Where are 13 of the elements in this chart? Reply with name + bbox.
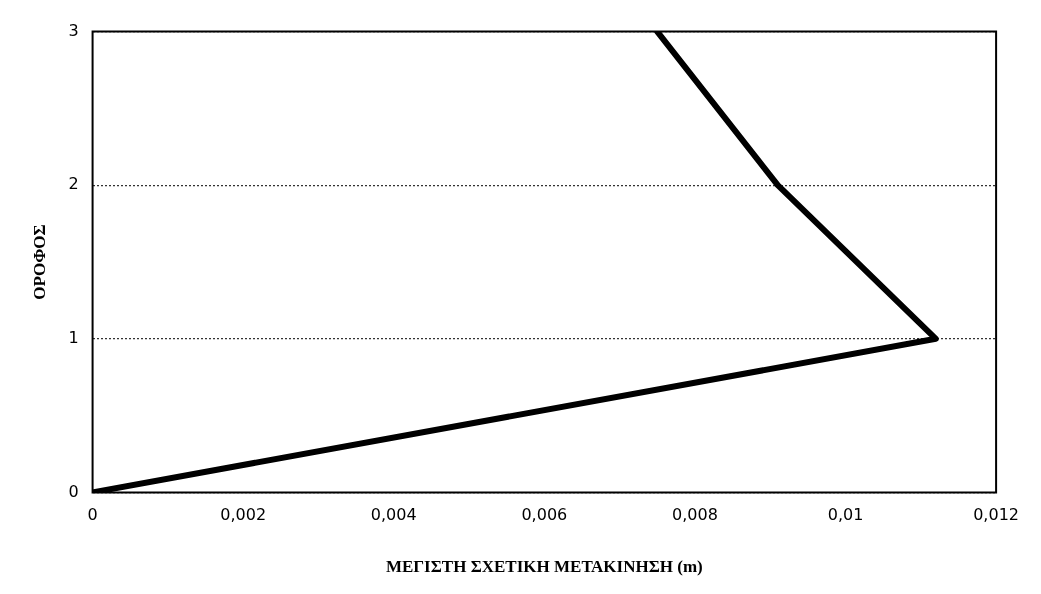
x-axis-title: ΜΕΓΙΣΤΗ ΣΧΕΤΙΚΗ ΜΕΤΑΚΙΝΗΣΗ (m) xyxy=(385,557,703,577)
x-tick-label: 0 xyxy=(87,505,98,525)
x-tick-label: 0,01 xyxy=(827,505,864,525)
x-tick-label: 0,008 xyxy=(672,505,718,525)
y-tick-label: 0 xyxy=(68,481,79,501)
x-tick-label: 0,012 xyxy=(973,505,1019,525)
y-tick-label: 1 xyxy=(68,327,79,347)
x-tick-label: 0,002 xyxy=(220,505,267,525)
y-axis-title: ΟΡΟΦΟΣ xyxy=(29,224,49,300)
y-tick-label: 3 xyxy=(68,20,79,40)
x-tick-label: 0,006 xyxy=(521,505,568,525)
y-tick-label: 2 xyxy=(68,174,79,194)
x-tick-label: 0,004 xyxy=(370,505,417,525)
